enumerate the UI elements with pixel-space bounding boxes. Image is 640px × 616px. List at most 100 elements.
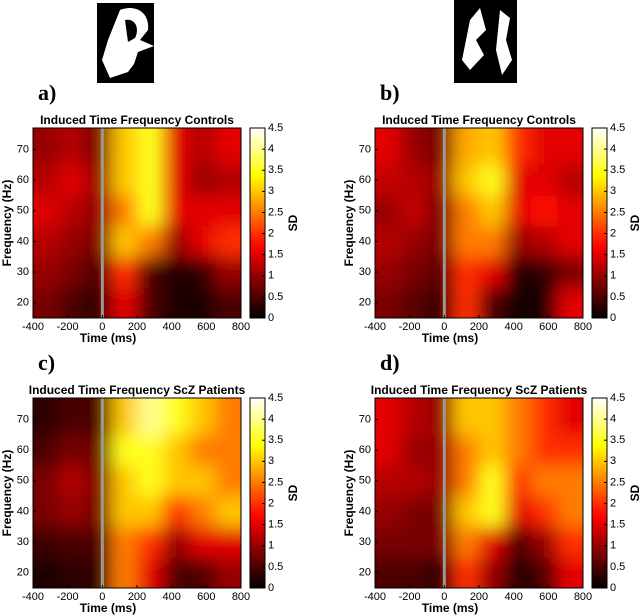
- y-tick-label: 30: [17, 266, 29, 278]
- y-tick-label: 40: [17, 235, 29, 247]
- heatmap-cell: [505, 465, 532, 497]
- heatmap-cell: [479, 164, 506, 196]
- colorbar-tick-label: 2: [268, 227, 274, 239]
- heatmap-cell: [33, 287, 60, 318]
- panel: d) Induced Time Frequency ScZ Patients -40…: [342, 350, 640, 615]
- heatmap-cell: [375, 465, 402, 497]
- x-tick-label: 400: [162, 591, 180, 603]
- heatmap-cell: [427, 128, 454, 166]
- colorbar-tick-label: 2: [610, 497, 616, 509]
- heatmap-cell: [215, 287, 241, 318]
- heatmap-cell: [137, 226, 164, 258]
- heatmap-cell: [111, 465, 138, 497]
- heatmap-cell: [85, 434, 112, 466]
- heatmap-cell: [85, 465, 112, 497]
- heatmap-cell: [33, 195, 60, 227]
- heatmap-cell: [137, 434, 164, 466]
- x-tick-label: 600: [539, 321, 557, 333]
- heatmap-cell: [59, 287, 86, 318]
- heatmap-cell: [189, 434, 216, 466]
- heatmap-cell: [531, 398, 558, 436]
- heatmap-cell: [505, 557, 532, 588]
- x-axis-label: Time (ms): [80, 331, 136, 345]
- heatmap-cell: [375, 164, 402, 196]
- heatmap-cell: [33, 557, 60, 588]
- colorbar: [249, 127, 266, 319]
- heatmap-cell: [111, 557, 138, 588]
- x-tick-label: 0: [441, 321, 447, 333]
- colorbar-tick-label: 2.5: [610, 476, 625, 488]
- heatmap-cells: [33, 128, 241, 318]
- heatmap-cell: [531, 164, 558, 196]
- heatmap-cell: [401, 557, 428, 588]
- heatmap-cell: [59, 256, 86, 288]
- y-tick-label: 70: [359, 413, 371, 425]
- x-tick-label: -200: [57, 321, 79, 333]
- heatmap-cell: [189, 195, 216, 227]
- panel-label: a): [38, 80, 56, 105]
- heatmap-cell: [531, 256, 558, 288]
- chart-title: Induced Time Frequency Controls: [382, 113, 576, 127]
- chart-title: Induced Time Frequency ScZ Patients: [29, 383, 246, 397]
- heatmap-cell: [401, 465, 428, 497]
- heatmap-cell: [479, 256, 506, 288]
- heatmap-cell: [163, 557, 190, 588]
- heatmap-cell: [85, 226, 112, 258]
- colorbar-tick-label: 2: [268, 497, 274, 509]
- x-tick-label: 400: [504, 591, 522, 603]
- heatmap-cell: [479, 226, 506, 258]
- heatmap-cell: [505, 496, 532, 528]
- heatmap-cell: [111, 398, 138, 436]
- heatmap-cell: [479, 287, 506, 318]
- x-tick-label: 200: [470, 321, 488, 333]
- heatmap-cell: [453, 226, 480, 258]
- x-tick-label: -200: [399, 321, 421, 333]
- x-tick-label: -400: [22, 591, 44, 603]
- heatmap-cell: [111, 195, 138, 227]
- y-tick-label: 40: [17, 505, 29, 517]
- y-tick-label: 30: [359, 266, 371, 278]
- colorbar-tick-label: 3.5: [610, 434, 625, 446]
- heatmap-cell: [453, 465, 480, 497]
- panel: a) Induced Time Frequency Controls -400 -20…: [0, 80, 300, 345]
- heatmap-cell: [453, 496, 480, 528]
- colorbar-tick-label: 1.5: [268, 519, 283, 531]
- x-axis-label: Time (ms): [422, 601, 478, 615]
- heatmap-cell: [59, 398, 86, 436]
- colorbar-label: SD: [628, 484, 640, 501]
- heatmap-cell: [531, 226, 558, 258]
- heatmap-cell: [163, 128, 190, 166]
- heatmap-cell: [531, 195, 558, 227]
- x-tick-label: 400: [504, 321, 522, 333]
- heatmap-cell: [33, 256, 60, 288]
- heatmap-cell: [137, 465, 164, 497]
- heatmap-cell: [557, 287, 583, 318]
- colorbar-tick-label: 0.5: [610, 291, 625, 303]
- heatmap-cell: [163, 526, 190, 558]
- heatmap-cell: [85, 195, 112, 227]
- x-tick-label: 600: [197, 591, 215, 603]
- heatmap-cell: [479, 398, 506, 436]
- heatmap-cell: [505, 256, 532, 288]
- heatmap-cell: [453, 195, 480, 227]
- panel-label: d): [380, 350, 400, 375]
- x-tick-label: -200: [57, 591, 79, 603]
- heatmap-cell: [557, 164, 583, 196]
- colorbar-tick-label: 0.5: [610, 561, 625, 573]
- colorbar-tick-label: 1: [268, 270, 274, 282]
- heatmap-cell: [85, 496, 112, 528]
- heatmap-cell: [163, 496, 190, 528]
- colorbar-label: SD: [628, 214, 640, 231]
- colorbar-tick-label: 4.5: [268, 122, 283, 134]
- heatmap-cell: [215, 226, 241, 258]
- colorbar-tick-label: 3: [610, 455, 616, 467]
- heatmap-cell: [111, 256, 138, 288]
- heatmap-cell: [401, 195, 428, 227]
- heatmap-cell: [215, 128, 241, 166]
- heatmap-cell: [505, 128, 532, 166]
- y-tick-label: 20: [359, 297, 371, 309]
- heatmap-cell: [505, 287, 532, 318]
- heatmap-cell: [189, 496, 216, 528]
- heatmap-cell: [375, 496, 402, 528]
- x-tick-label: -400: [364, 591, 386, 603]
